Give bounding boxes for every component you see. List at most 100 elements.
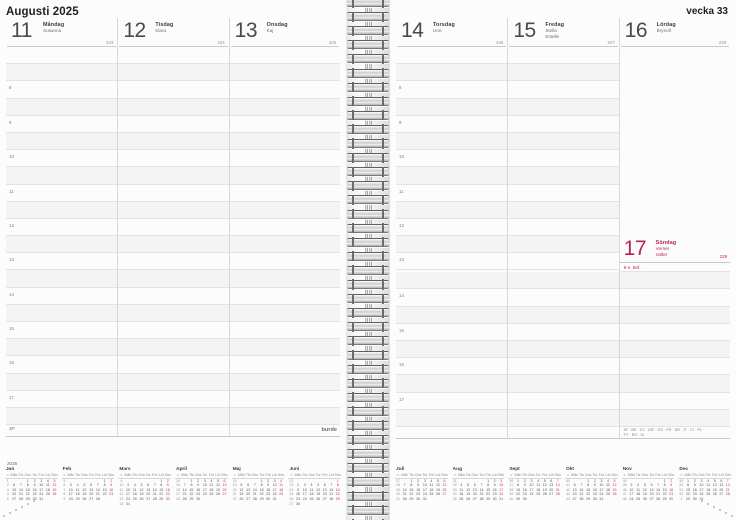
mini-day-cell[interactable]: 28 [656, 496, 661, 501]
time-slot[interactable] [619, 341, 731, 359]
mini-day-cell[interactable]: 5 [543, 478, 546, 483]
mini-day-cell[interactable]: 7 [556, 478, 559, 483]
mini-day-cell[interactable]: 13 [246, 487, 251, 492]
mini-day-cell[interactable]: 7 [480, 483, 483, 488]
mini-day-cell[interactable]: 20 [719, 487, 724, 492]
time-slot[interactable] [508, 201, 619, 219]
mini-day-cell[interactable]: 9 [110, 483, 113, 488]
time-slot[interactable]: 10 [6, 150, 118, 168]
mini-day-cell[interactable]: 17 [202, 487, 207, 492]
time-slot-cell[interactable] [6, 407, 118, 426]
time-slot[interactable] [508, 358, 619, 376]
mini-day-cell[interactable]: 10 [529, 483, 534, 488]
mini-day-cell[interactable]: 26 [466, 496, 471, 501]
mini-day-cell[interactable]: 15 [259, 487, 264, 492]
time-slot[interactable] [508, 167, 619, 185]
mini-day-cell[interactable]: 12 [612, 483, 617, 488]
time-slot-cell[interactable] [507, 253, 619, 273]
mini-day-cell[interactable]: 7 [183, 483, 186, 488]
mini-day-cell[interactable]: 3 [126, 483, 129, 488]
time-slot[interactable] [229, 47, 341, 65]
time-slot-cell[interactable] [228, 98, 341, 116]
time-slot[interactable] [229, 132, 341, 151]
sunday-slot-cell[interactable] [618, 132, 731, 151]
time-slot-cell[interactable] [117, 64, 229, 82]
mini-day-cell[interactable]: 20 [442, 487, 447, 492]
mini-day-cell[interactable]: 25 [636, 496, 641, 501]
mini-day-cell[interactable]: 5 [643, 483, 646, 488]
time-slot[interactable] [508, 289, 619, 307]
time-slot[interactable] [508, 375, 619, 393]
mini-day-cell[interactable]: 3 [69, 483, 72, 488]
mini-day-cell[interactable]: 14 [555, 483, 560, 488]
mini-day-cell[interactable]: · [278, 497, 284, 502]
mini-day-cell[interactable]: 8 [487, 483, 490, 488]
sunday-slot-cell[interactable] [618, 409, 731, 427]
mini-day-cell[interactable]: 28 [252, 496, 257, 501]
mini-day-cell[interactable]: 28 [329, 496, 334, 501]
mini-day-cell[interactable]: 2 [110, 478, 113, 483]
time-slot[interactable] [619, 306, 731, 324]
mini-day-cell[interactable]: 19 [82, 492, 87, 497]
mini-day-cell[interactable]: 23 [592, 492, 597, 497]
day-column-header[interactable]: 13 Onsdag Kaj 225 [228, 18, 340, 47]
sunday-slot-cell[interactable] [618, 218, 731, 237]
mini-day-cell[interactable]: 27 [649, 496, 654, 501]
mini-day-cell[interactable]: 8 [103, 483, 106, 488]
time-slot-cell[interactable]: 16 [6, 356, 118, 374]
time-slot-cell[interactable] [6, 304, 118, 322]
sunday-slot-cell[interactable] [618, 272, 731, 290]
mini-day-cell[interactable]: 29 [159, 496, 164, 501]
mini-day-cell[interactable]: 21 [725, 487, 730, 492]
mini-day-cell[interactable]: 14 [479, 487, 484, 492]
time-slot[interactable] [619, 289, 731, 307]
time-slot-cell[interactable] [6, 132, 118, 151]
time-slot[interactable] [396, 272, 508, 290]
mini-day-cell[interactable]: 23 [492, 492, 497, 497]
mini-day-cell[interactable]: 25 [132, 496, 137, 501]
mini-day-cell[interactable]: 23 [669, 492, 674, 497]
mini-day-cell[interactable]: 25 [536, 492, 541, 497]
time-slot[interactable] [508, 150, 619, 168]
mini-day-cell[interactable]: 27 [572, 496, 577, 501]
mini-day-cell[interactable]: 26 [139, 496, 144, 501]
time-slot[interactable] [508, 81, 619, 99]
mini-day-cell[interactable]: 9 [267, 483, 270, 488]
mini-day-cell[interactable]: 12 [466, 487, 471, 492]
mini-day-cell[interactable]: 1 [336, 478, 339, 483]
mini-day-cell[interactable]: 29 [686, 496, 690, 501]
time-slot-cell[interactable] [228, 167, 341, 185]
time-slot-cell[interactable] [507, 218, 619, 237]
time-slot[interactable] [229, 288, 341, 305]
mini-day-cell[interactable]: 10 [202, 483, 207, 488]
mini-day-cell[interactable]: 10 [629, 487, 634, 492]
mini-day-cell[interactable]: 8 [663, 483, 666, 488]
mini-day-cell[interactable]: 21 [555, 487, 560, 492]
mini-day-cell[interactable]: 24 [629, 496, 634, 501]
time-slot[interactable] [118, 356, 229, 374]
mini-day-cell[interactable]: 6 [13, 483, 16, 488]
mini-day-cell[interactable]: 23 [266, 492, 271, 497]
time-slot-cell[interactable] [507, 201, 619, 219]
mini-day-cell[interactable]: 24 [302, 496, 307, 501]
time-slot-cell[interactable] [6, 47, 118, 65]
time-slot-cell[interactable] [507, 392, 619, 410]
time-slot[interactable]: 12 [6, 219, 118, 237]
time-slot[interactable] [508, 64, 619, 82]
mini-day-cell[interactable]: 16 [669, 487, 674, 492]
mini-day-cell[interactable]: 16 [266, 487, 271, 492]
mini-day-cell[interactable]: 3 [630, 483, 633, 488]
time-slot[interactable] [619, 393, 731, 410]
time-slot[interactable] [6, 201, 118, 219]
left-hour-grid[interactable]: 8 9 10 11 12 13 14 15 16 17 [6, 47, 341, 426]
time-slot-cell[interactable] [117, 184, 229, 202]
time-slot[interactable] [229, 236, 341, 254]
time-slot[interactable] [118, 270, 229, 288]
time-slot-cell[interactable] [117, 81, 229, 99]
time-slot-cell[interactable] [228, 270, 341, 288]
time-slot[interactable] [508, 306, 619, 324]
mini-day-cell[interactable]: 20 [472, 492, 477, 497]
mini-day-cell[interactable]: 21 [656, 492, 661, 497]
footer-note-cell[interactable]: JP [6, 425, 118, 438]
footer-note-cell[interactable] [396, 427, 508, 439]
